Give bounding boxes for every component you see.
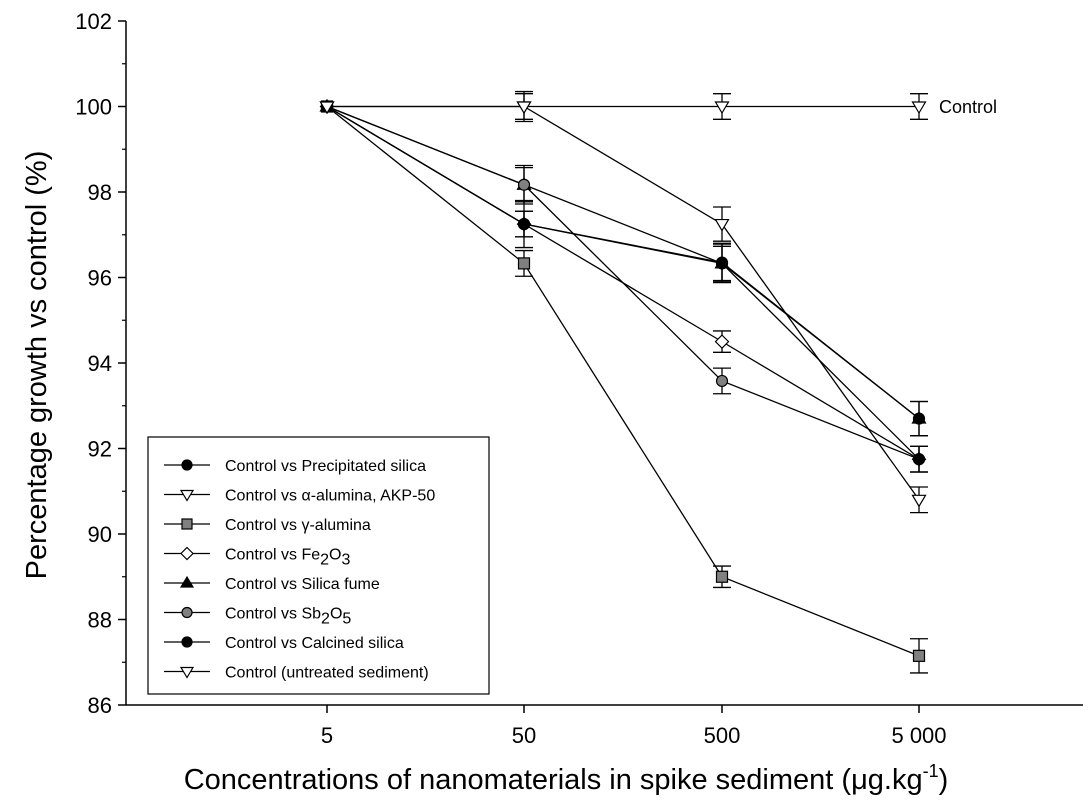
y-tick-label: 92 bbox=[88, 437, 112, 462]
circle-marker bbox=[517, 217, 531, 231]
legend-label: Control vs Sb2O5 bbox=[225, 606, 351, 628]
diamond-marker bbox=[714, 334, 730, 349]
legend-label-part: 5 bbox=[342, 611, 351, 628]
circle-marker bbox=[715, 257, 729, 270]
diamond-marker bbox=[180, 546, 194, 561]
circle-marker bbox=[181, 636, 193, 648]
x-tick-label: 500 bbox=[704, 723, 741, 748]
y-tick-label: 86 bbox=[88, 693, 112, 718]
legend-box bbox=[147, 436, 490, 695]
triangle-down-marker bbox=[911, 494, 927, 508]
x-axis-label-part: μg.kg bbox=[851, 764, 923, 796]
x-axis-label-part: ) bbox=[939, 764, 949, 796]
series bbox=[319, 99, 928, 473]
legend-label-part: 3 bbox=[342, 552, 351, 569]
circle-marker bbox=[181, 606, 193, 619]
triangle-down-marker bbox=[714, 101, 730, 115]
x-axis-label-part: Concentrations of nanomaterials in spike… bbox=[184, 764, 852, 796]
legend-label-part: O bbox=[330, 606, 342, 623]
y-tick-label: 102 bbox=[75, 9, 112, 34]
legend-label: Control vs Fe2O3 bbox=[225, 547, 351, 569]
legend-label-part: Control vs Sb bbox=[225, 606, 321, 623]
legend-label-part: 2 bbox=[321, 611, 330, 628]
square-marker bbox=[912, 649, 926, 662]
x-tick-label: 5 000 bbox=[891, 723, 946, 748]
legend-label: Control vs Silica fume bbox=[225, 576, 380, 593]
series-layer bbox=[319, 90, 928, 674]
x-tick-label: 5 bbox=[321, 723, 333, 748]
y-axis-label: Percentage growth vs control (%) bbox=[21, 151, 53, 580]
square-marker bbox=[715, 570, 729, 583]
control-annotation: Control bbox=[939, 97, 997, 117]
series bbox=[319, 90, 928, 123]
square-marker bbox=[517, 257, 531, 270]
triangle-down-marker bbox=[714, 218, 730, 232]
y-tick-label: 96 bbox=[88, 266, 112, 291]
x-axis-label-part: -1 bbox=[923, 761, 939, 781]
triangle-down-marker bbox=[179, 489, 195, 502]
legend-label: Control vs Precipitated silica bbox=[225, 458, 426, 475]
y-tick-label: 98 bbox=[88, 180, 112, 205]
triangle-down-marker bbox=[319, 101, 335, 115]
legend-label: Control vs α-alumina, AKP-50 bbox=[225, 488, 435, 505]
legend-label-part: 2 bbox=[320, 552, 329, 569]
series-line bbox=[326, 105, 920, 460]
y-tick-label: 94 bbox=[88, 351, 112, 376]
series bbox=[320, 100, 928, 473]
x-tick-label: 50 bbox=[512, 723, 536, 748]
x-axis-label: Concentrations of nanomaterials in spike… bbox=[184, 761, 949, 796]
legend-label-part: Control vs Fe bbox=[225, 547, 320, 564]
triangle-down-marker bbox=[179, 666, 195, 679]
y-tick-label: 100 bbox=[75, 95, 112, 120]
legend-label: Control vs γ-alumina bbox=[225, 517, 371, 534]
legend-label: Control vs Calcined silica bbox=[225, 635, 404, 652]
triangle-down-marker bbox=[516, 101, 532, 115]
series-line bbox=[326, 105, 920, 657]
legend: Control vs Precipitated silica Control vs… bbox=[147, 436, 490, 695]
legend-label: Control (untreated sediment) bbox=[225, 665, 429, 682]
triangle-down-marker bbox=[911, 101, 927, 115]
series bbox=[320, 100, 928, 473]
circle-marker bbox=[181, 459, 193, 471]
axes: 86 88 90 92 94 96 98 100 102 5 50 500 5 000 bbox=[75, 9, 1083, 748]
circle-marker bbox=[912, 453, 926, 466]
y-tick-label: 88 bbox=[88, 608, 112, 633]
series-line bbox=[326, 105, 920, 460]
triangle-up-marker bbox=[911, 410, 927, 424]
legend-label-part: O bbox=[329, 547, 341, 564]
circle-marker bbox=[517, 178, 531, 191]
triangle-up-marker bbox=[179, 575, 195, 588]
circle-marker bbox=[715, 374, 729, 388]
y-tick-label: 90 bbox=[88, 522, 112, 547]
square-marker bbox=[181, 518, 193, 530]
